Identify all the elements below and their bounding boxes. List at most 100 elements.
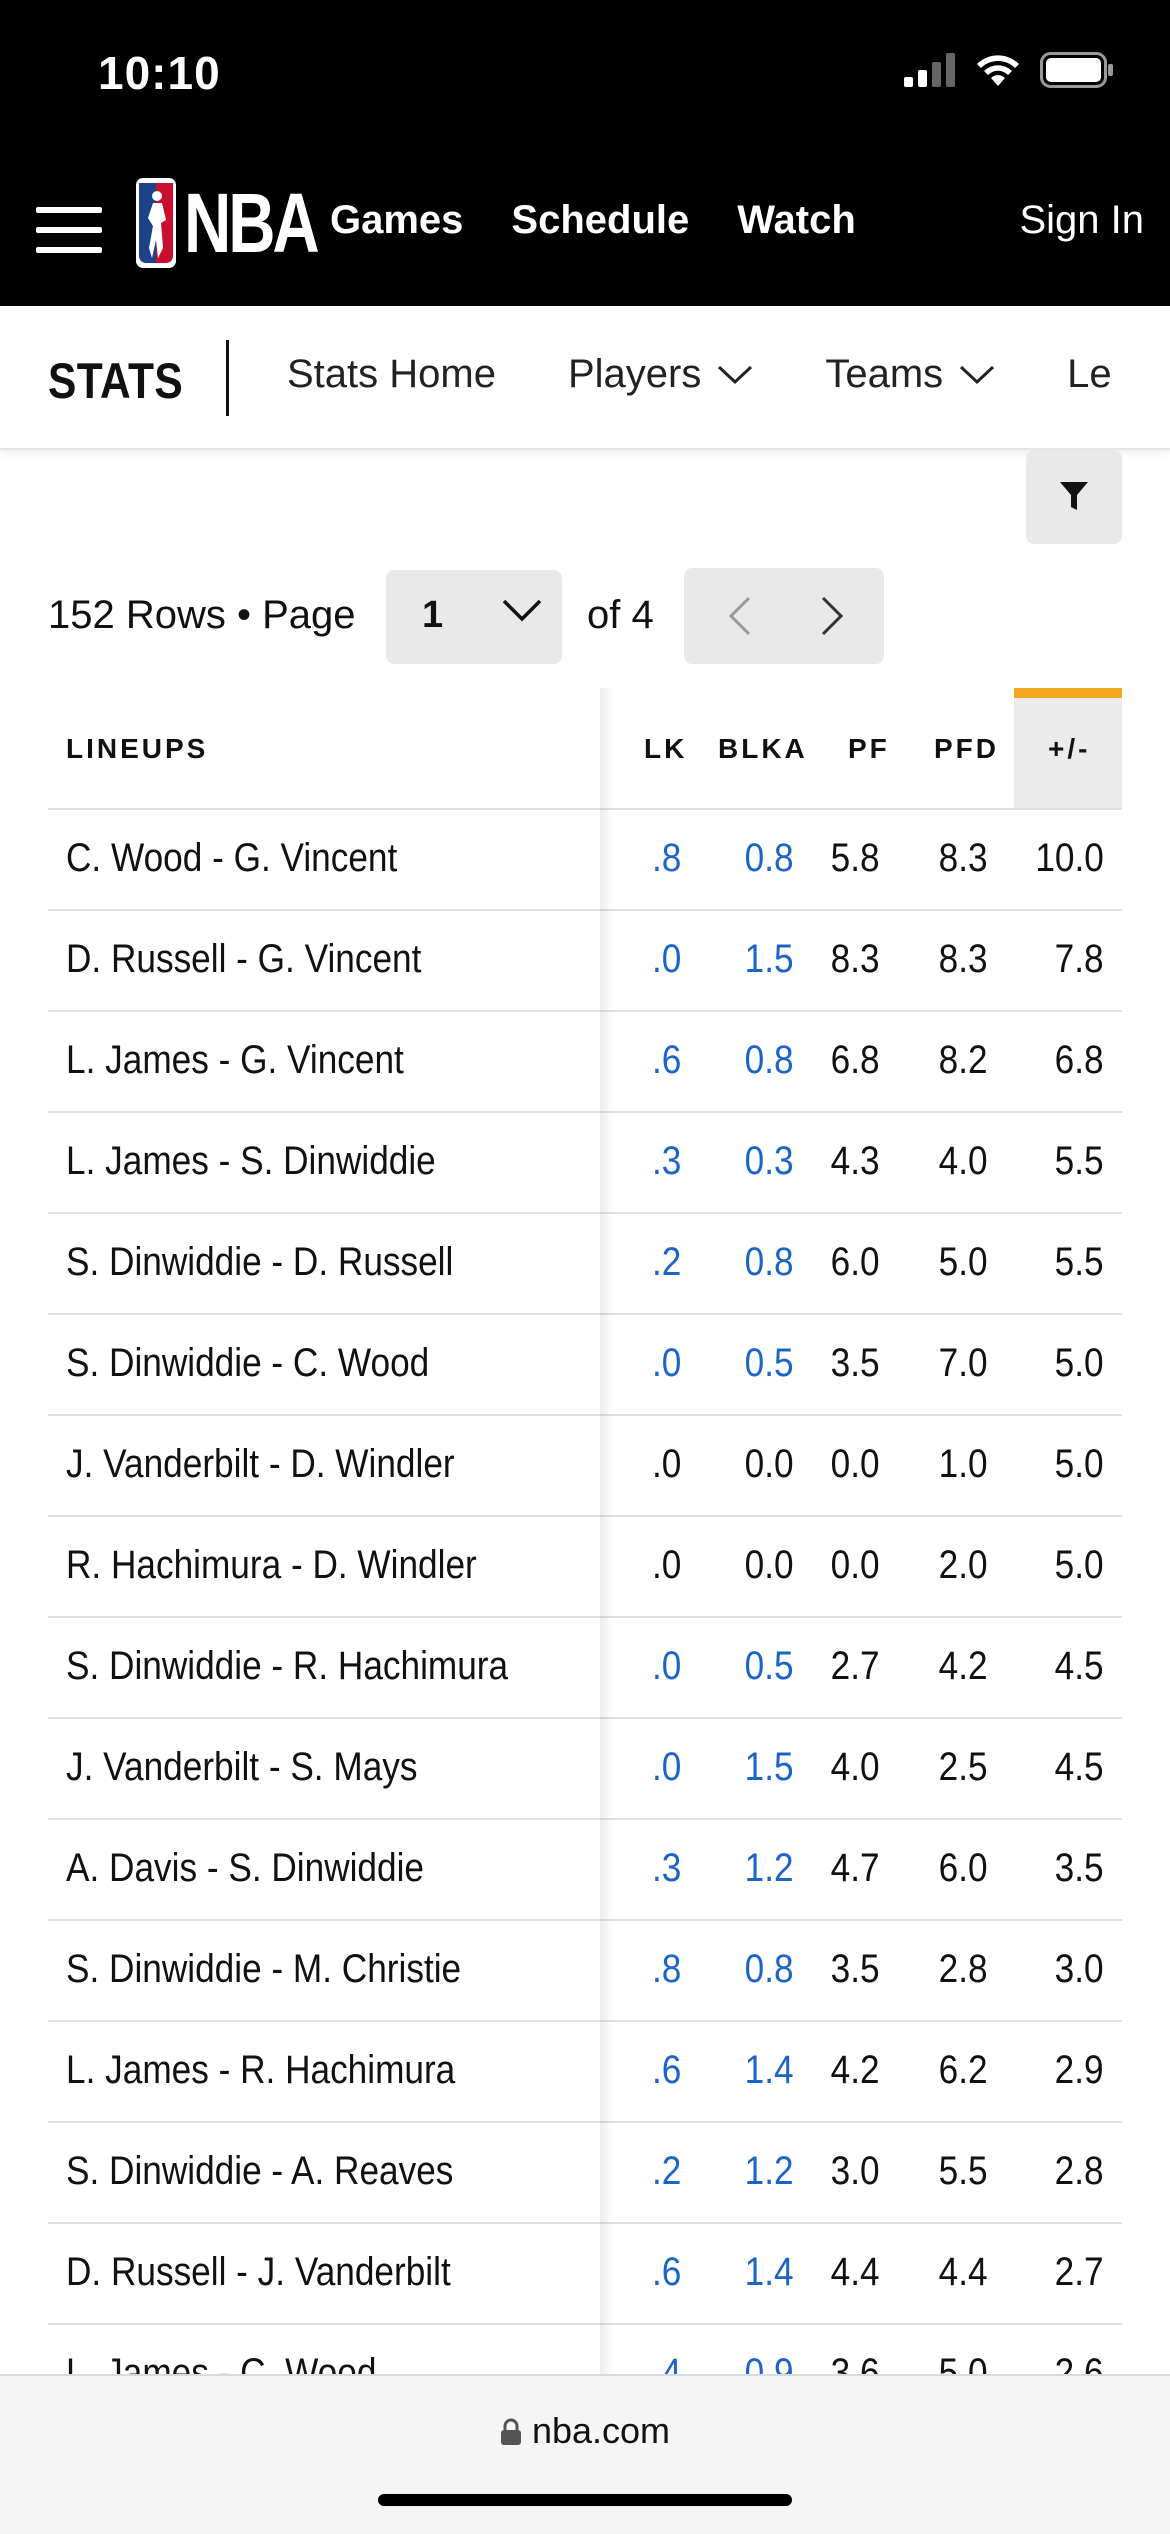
url-text: nba.com	[531, 2410, 671, 2451]
url-bar[interactable]: nba.com	[0, 2410, 1170, 2452]
cell-pfd: 2.8	[939, 1947, 988, 1991]
lineups-table: LINEUPS LK BLKA PF PFD +/- C. Wood - G. …	[48, 688, 1122, 2426]
cell-blk[interactable]: .6	[651, 1038, 681, 1082]
chevron-left-icon[interactable]	[728, 596, 752, 636]
cell-pf: 0.0	[831, 1442, 880, 1486]
cell-blk[interactable]: .2	[651, 1240, 681, 1284]
chevron-down-icon	[718, 365, 753, 384]
cell-blka[interactable]: 0.8	[745, 1038, 794, 1082]
subnav-players[interactable]: Players	[568, 352, 753, 397]
cell-blka[interactable]: 1.2	[745, 2149, 794, 2193]
header-pfd[interactable]: PFD	[934, 733, 999, 764]
cell-blk[interactable]: .2	[651, 2149, 681, 2193]
cell-pf: 2.7	[831, 1644, 880, 1688]
cell-blka[interactable]: 1.2	[745, 1846, 794, 1890]
cell-blk[interactable]: .6	[651, 2250, 681, 2294]
cell-pfd: 5.5	[939, 2149, 988, 2193]
cell-blk[interactable]: .3	[651, 1139, 681, 1183]
chevron-down-icon	[960, 365, 995, 384]
cell-blk[interactable]: .8	[651, 1947, 681, 1991]
cell-blk[interactable]: .0	[651, 937, 681, 981]
table-row: S. Dinwiddie - A. Reaves .2 1.2 3.0 5.5 2.8	[48, 2123, 1122, 2224]
cell-pf: 6.0	[831, 1240, 880, 1284]
subnav-items: Stats Home Players Teams Le	[287, 352, 1112, 397]
menu-icon[interactable]	[36, 207, 102, 253]
cell-pm: 5.0	[1055, 1341, 1104, 1385]
cell-blk[interactable]: .0	[651, 1745, 681, 1789]
cell-blk[interactable]: .0	[651, 1341, 681, 1385]
table-row: D. Russell - G. Vincent .0 1.5 8.3 8.3 7.8	[48, 911, 1122, 1012]
stats-title[interactable]: STATS	[48, 353, 184, 409]
subnav-teams-label: Teams	[825, 352, 944, 396]
subnav-teams[interactable]: Teams	[825, 352, 995, 397]
cell-blka: 0.0	[745, 1442, 794, 1486]
page-select-value: 1	[422, 594, 444, 636]
cell-pm: 5.0	[1055, 1442, 1104, 1486]
lineup-name: D. Russell - J. Vanderbilt	[66, 2250, 451, 2294]
status-time: 10:10	[98, 47, 221, 99]
rows-count-text: 152 Rows • Page	[48, 593, 356, 637]
lineup-name: J. Vanderbilt - D. Windler	[66, 1442, 455, 1486]
table-row: L. James - S. Dinwiddie .3 0.3 4.3 4.0 5.5	[48, 1113, 1122, 1214]
nav-schedule[interactable]: Schedule	[511, 198, 690, 242]
lineup-name: S. Dinwiddie - C. Wood	[66, 1341, 430, 1385]
nav-games[interactable]: Games	[330, 198, 464, 242]
chevron-right-icon[interactable]	[820, 596, 844, 636]
nav-watch[interactable]: Watch	[737, 198, 856, 242]
cell-pfd: 7.0	[939, 1341, 988, 1385]
home-indicator[interactable]	[378, 2494, 792, 2506]
table-row: D. Russell - J. Vanderbilt .6 1.4 4.4 4.4 2.7	[48, 2224, 1122, 2325]
lineup-name: S. Dinwiddie - R. Hachimura	[66, 1644, 509, 1688]
cell-blk[interactable]: .3	[651, 1846, 681, 1890]
cell-blka: 0.0	[745, 1543, 794, 1587]
header-blk[interactable]: LK	[644, 733, 688, 764]
frozen-column-shadow	[600, 688, 614, 2378]
subnav-players-label: Players	[567, 352, 702, 396]
cell-pfd: 4.4	[939, 2250, 988, 2294]
cell-pfd: 5.0	[939, 1240, 988, 1284]
cell-blka[interactable]: 0.5	[745, 1644, 794, 1688]
chevron-down-icon	[502, 599, 542, 622]
cell-pf: 4.0	[831, 1745, 880, 1789]
cell-blk[interactable]: .8	[651, 836, 681, 880]
table-row: R. Hachimura - D. Windler .0 0.0 0.0 2.0 5.0	[48, 1517, 1122, 1618]
cell-blka[interactable]: 1.4	[745, 2250, 794, 2294]
cell-pm: 2.7	[1055, 2250, 1104, 2294]
cell-blka[interactable]: 0.8	[745, 1240, 794, 1284]
cell-pfd: 1.0	[939, 1442, 988, 1486]
subnav-leaders[interactable]: Le	[1067, 352, 1112, 397]
header-blka[interactable]: BLKA	[718, 733, 808, 764]
cell-blka[interactable]: 1.5	[745, 937, 794, 981]
page-select[interactable]: 1	[386, 570, 562, 664]
cell-pf: 8.3	[831, 937, 880, 981]
cell-blka[interactable]: 0.8	[745, 1947, 794, 1991]
header-plus-minus[interactable]: +/-	[1048, 733, 1091, 764]
cell-blka[interactable]: 0.5	[745, 1341, 794, 1385]
cell-blk: .0	[651, 1543, 681, 1587]
cell-pfd: 2.0	[939, 1543, 988, 1587]
cell-blka[interactable]: 0.3	[745, 1139, 794, 1183]
cell-blka[interactable]: 0.8	[745, 836, 794, 880]
cell-blk[interactable]: .0	[651, 1644, 681, 1688]
page-total-text: of 4	[587, 593, 654, 637]
browser-bottom-bar	[0, 2374, 1170, 2534]
cell-pm: 5.0	[1055, 1543, 1104, 1587]
cell-blka[interactable]: 1.5	[745, 1745, 794, 1789]
lineup-name: C. Wood - G. Vincent	[66, 836, 398, 880]
main-nav: Games Schedule Watch	[330, 198, 856, 243]
header-lineups[interactable]: LINEUPS	[66, 733, 209, 764]
table-header: LINEUPS LK BLKA PF PFD +/-	[48, 688, 1122, 810]
subnav-stats-home[interactable]: Stats Home	[287, 352, 496, 397]
table-row: J. Vanderbilt - D. Windler .0 0.0 0.0 1.0 5.0	[48, 1416, 1122, 1517]
sign-in-link[interactable]: Sign In	[1019, 198, 1144, 242]
cell-blka[interactable]: 1.4	[745, 2048, 794, 2092]
table-row: A. Davis - S. Dinwiddie .3 1.2 4.7 6.0 3.5	[48, 1820, 1122, 1921]
header-pf[interactable]: PF	[848, 733, 890, 764]
cell-pf: 5.8	[831, 836, 880, 880]
table-row: C. Wood - G. Vincent .8 0.8 5.8 8.3 10.0	[48, 810, 1122, 911]
cell-pf: 0.0	[831, 1543, 880, 1587]
cell-blk[interactable]: .6	[651, 2048, 681, 2092]
lineup-name: S. Dinwiddie - M. Christie	[66, 1947, 462, 1991]
filter-button[interactable]	[1026, 450, 1122, 544]
nba-logo[interactable]: NBA	[136, 178, 354, 268]
